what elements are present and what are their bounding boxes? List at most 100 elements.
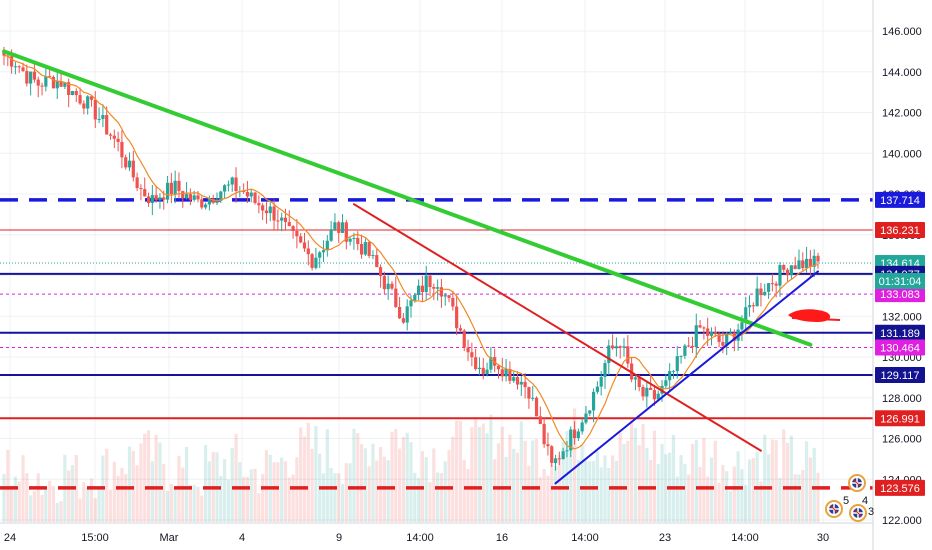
price-badges: 137.714136.231134.614134.077133.083131.1… xyxy=(875,191,925,496)
candle-body xyxy=(264,210,269,214)
candle-body xyxy=(306,248,310,255)
volume-bar xyxy=(763,434,767,522)
volume-bar xyxy=(489,414,493,522)
volume-bar xyxy=(207,461,212,522)
candle-body xyxy=(21,67,25,71)
candle-body xyxy=(698,325,702,328)
volume-bar xyxy=(40,495,44,522)
volume-bar xyxy=(417,477,421,522)
candle-body xyxy=(359,243,364,255)
volume-bar xyxy=(162,464,166,522)
candle-body xyxy=(192,195,196,200)
volume-bar xyxy=(283,461,288,522)
volume-bar xyxy=(405,432,409,522)
candle-body xyxy=(150,195,154,204)
volume-bar xyxy=(2,473,6,522)
volume-bar xyxy=(740,469,744,522)
candle-body xyxy=(512,377,516,381)
candle-body xyxy=(188,194,192,200)
candle-body xyxy=(610,345,615,349)
candle-body xyxy=(599,376,603,387)
candle-body xyxy=(470,352,474,358)
candle-body xyxy=(641,387,645,397)
candle-body xyxy=(580,422,584,432)
volume-bar xyxy=(280,457,284,522)
volume-bar xyxy=(496,443,501,522)
candle-body xyxy=(131,160,135,178)
event-flag-right[interactable] xyxy=(849,504,867,522)
volume-bar xyxy=(534,439,539,522)
candle-body xyxy=(763,291,767,296)
volume-bar xyxy=(413,472,417,522)
candle-body xyxy=(302,242,307,249)
candle-body xyxy=(242,191,246,193)
volume-bar xyxy=(238,462,242,522)
candle-body xyxy=(816,255,820,262)
price-badge-bg xyxy=(875,479,925,496)
time-axis[interactable]: 24 15:00 Mar 4 9 14:00 16 14:00 23 14:00 30 xyxy=(4,532,829,544)
volume-bar xyxy=(299,427,303,522)
candle-body xyxy=(245,192,250,197)
volume-bar xyxy=(67,470,71,522)
candle-body xyxy=(409,300,413,307)
volume-bar xyxy=(519,421,523,522)
volume-bar xyxy=(793,474,797,522)
event-flag-top[interactable] xyxy=(848,474,866,492)
candle-body xyxy=(694,325,698,348)
volume-bar xyxy=(599,467,603,522)
candle-body xyxy=(63,82,67,87)
candle-body xyxy=(652,389,657,400)
volume-bar xyxy=(184,446,189,522)
volume-bar xyxy=(230,447,234,522)
candle-body xyxy=(447,295,451,298)
volume-bar xyxy=(97,488,101,522)
candle-body xyxy=(78,95,82,104)
volume-bar xyxy=(481,423,485,522)
candle-body xyxy=(721,342,725,346)
volume-bar xyxy=(401,436,405,522)
event-flag-left[interactable] xyxy=(825,500,843,518)
volume-bar xyxy=(770,439,774,522)
candle-body xyxy=(29,71,33,84)
volume-bar xyxy=(709,457,714,522)
candle-body xyxy=(561,451,565,460)
volume-bar xyxy=(607,467,611,522)
candle-body xyxy=(793,265,797,270)
candle-body xyxy=(766,283,771,292)
candle-body xyxy=(329,229,333,241)
candle-body xyxy=(397,306,402,319)
candle-body xyxy=(211,198,215,203)
candle-body xyxy=(588,410,592,414)
x-tick-label: 24 xyxy=(4,532,16,544)
price-badge-bg xyxy=(875,339,925,356)
volume-bar xyxy=(200,495,204,522)
volume-bar xyxy=(531,440,535,522)
candle-body xyxy=(177,180,181,192)
candle-body xyxy=(500,369,504,377)
volume-bar xyxy=(797,474,801,522)
event-markers[interactable]: 5 43 xyxy=(825,474,874,522)
price-badge: 129.117 xyxy=(875,366,925,383)
candle-body xyxy=(584,413,588,423)
candle-body xyxy=(477,367,482,370)
volume-bar xyxy=(173,488,177,522)
candle-body xyxy=(93,99,97,120)
volume-bar xyxy=(223,459,227,522)
volume-bar xyxy=(572,408,577,522)
candle-body xyxy=(557,458,561,460)
candle-body xyxy=(553,458,558,464)
volume-bar xyxy=(747,459,752,522)
volume-bar xyxy=(120,467,124,522)
candle-body xyxy=(184,194,189,199)
candle-body xyxy=(59,81,63,87)
candle-body xyxy=(782,265,786,270)
volume-bar xyxy=(409,442,413,522)
volume-bar xyxy=(124,474,128,522)
candle-body xyxy=(436,287,440,289)
y-tick-label: 128.000 xyxy=(882,393,922,405)
candle-body xyxy=(420,285,425,293)
candle-body xyxy=(728,332,733,334)
volume-bar xyxy=(348,463,352,522)
candle-body xyxy=(97,118,101,120)
